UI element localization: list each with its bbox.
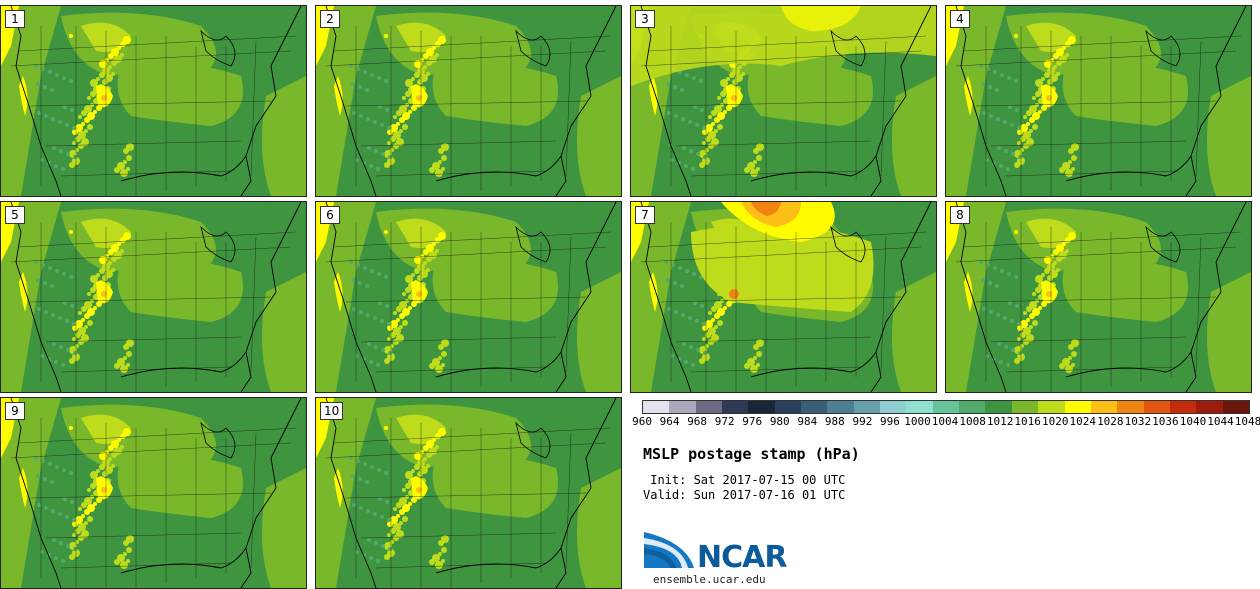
colorbar-swatch	[669, 401, 696, 413]
colorbar-tick: 1040	[1179, 415, 1207, 428]
colorbar-tick: 1000	[904, 415, 931, 428]
colorbar-swatch	[1011, 401, 1039, 413]
colorbar-tick: 968	[687, 415, 708, 428]
panel-label: 3	[635, 10, 655, 28]
colorbar	[642, 400, 1250, 414]
panel-label: 6	[320, 206, 340, 224]
colorbar-tick: 996	[880, 415, 900, 428]
panel-label: 4	[950, 10, 970, 28]
map-panel-2: 2	[315, 5, 622, 197]
colorbar-tick: 964	[659, 415, 680, 428]
map-panel-4: 4	[945, 5, 1252, 197]
colorbar-swatch	[1038, 401, 1065, 413]
panel-label: 9	[5, 402, 25, 420]
colorbar-tick: 984	[797, 415, 818, 428]
map-panel-8: 8	[945, 201, 1252, 393]
colorbar-swatch	[643, 401, 670, 413]
colorbar-tick: 960	[632, 415, 652, 428]
panel-label: 5	[5, 206, 25, 224]
colorbar-swatch	[1143, 401, 1170, 413]
map-panel-9: 9	[0, 397, 307, 589]
colorbar-tick: 1048	[1234, 415, 1260, 428]
colorbar-swatch	[906, 401, 933, 413]
colorbar-swatch	[959, 401, 986, 413]
colorbar-tick: 1024	[1069, 415, 1097, 428]
site-url[interactable]: ensemble.ucar.edu	[653, 573, 766, 586]
panel-label: 1	[5, 10, 25, 28]
colorbar-swatch	[722, 401, 749, 413]
colorbar-tick: 976	[742, 415, 763, 428]
map-panel-1: 1	[0, 5, 307, 197]
panel-label: 2	[320, 10, 340, 28]
map-panel-10: 10	[315, 397, 622, 589]
map-panel-6: 6	[315, 201, 622, 393]
panel-label: 10	[320, 402, 344, 420]
map-panel-5: 5	[0, 201, 307, 393]
panel-label: 8	[950, 206, 970, 224]
colorbar-tick: 1008	[959, 415, 986, 428]
colorbar-tick: 1004	[931, 415, 959, 428]
colorbar-swatch	[932, 401, 960, 413]
colorbar-tick: 992	[852, 415, 873, 428]
colorbar-tick: 972	[714, 415, 735, 428]
colorbar-swatch	[1169, 401, 1197, 413]
colorbar-swatch	[1196, 401, 1223, 413]
colorbar-tick: 1020	[1041, 415, 1069, 428]
colorbar-swatch	[695, 401, 723, 413]
map-panel-3: 3	[630, 5, 937, 197]
ncar-logo-text: NCAR	[697, 540, 787, 575]
panel-label: 7	[635, 206, 655, 224]
colorbar-swatch	[1117, 401, 1144, 413]
colorbar-tick: 1044	[1207, 415, 1234, 428]
plot-title: MSLP postage stamp (hPa)	[643, 445, 860, 463]
colorbar-swatch	[1090, 401, 1118, 413]
colorbar-swatch	[748, 401, 775, 413]
ncar-logo-icon	[644, 532, 694, 568]
colorbar-tick: 980	[769, 415, 790, 428]
colorbar-tick: 1036	[1152, 415, 1179, 428]
map-panel-7: 7	[630, 201, 937, 393]
colorbar-tick: 1012	[986, 415, 1014, 428]
colorbar-swatch	[827, 401, 854, 413]
colorbar-swatch	[1064, 401, 1091, 413]
valid-time: Valid: Sun 2017-07-16 01 UTC	[643, 488, 846, 502]
colorbar-swatch	[853, 401, 881, 413]
colorbar-tick: 1016	[1014, 415, 1041, 428]
colorbar-swatch	[774, 401, 802, 413]
colorbar-ticks: 960 964 968 972 976 980 984 988 992 996 1000 1004 10…	[632, 415, 1260, 429]
colorbar-swatch	[985, 401, 1012, 413]
init-time: Init: Sat 2017-07-15 00 UTC	[643, 473, 846, 487]
colorbar-tick: 1028	[1097, 415, 1124, 428]
colorbar-tick: 988	[824, 415, 845, 428]
colorbar-tick: 1032	[1124, 415, 1152, 428]
colorbar-swatch	[801, 401, 828, 413]
colorbar-swatch	[1222, 401, 1249, 413]
colorbar-swatch	[880, 401, 907, 413]
